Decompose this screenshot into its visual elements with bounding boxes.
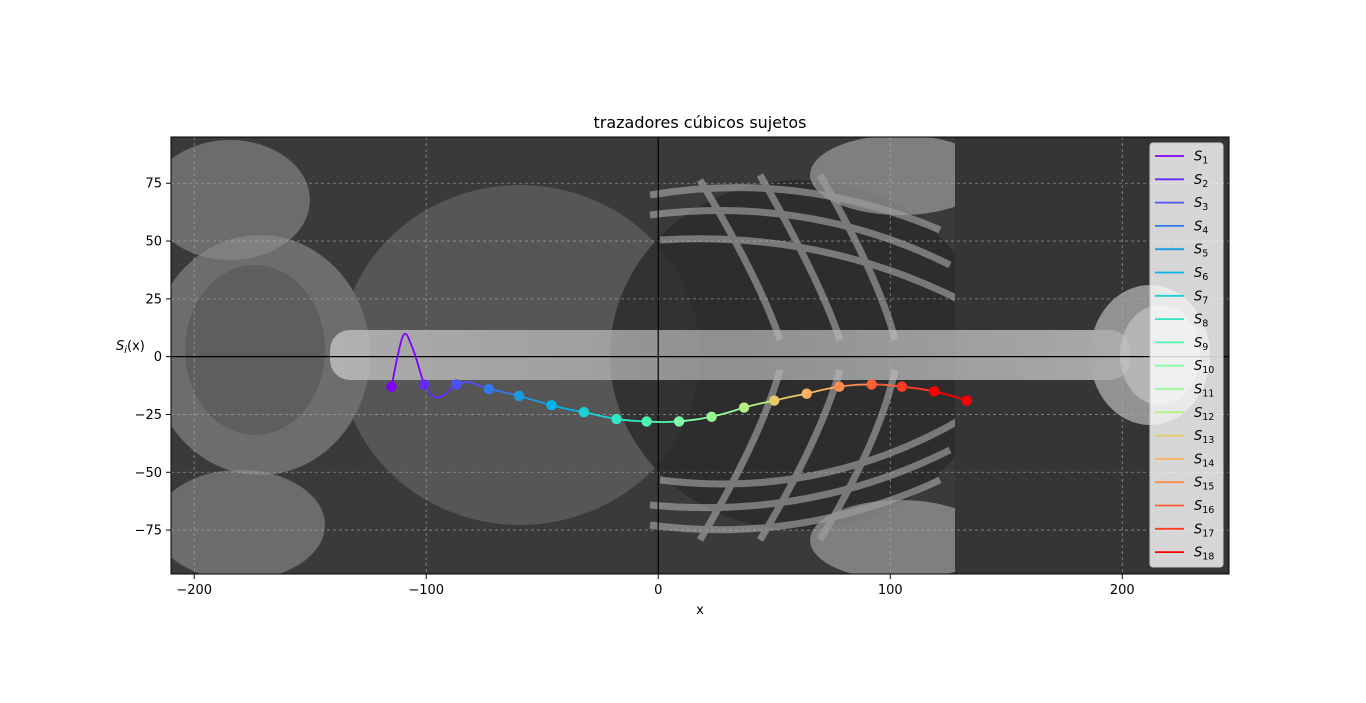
legend-label: S15 bbox=[1194, 476, 1214, 493]
y-tick-label: 50 bbox=[145, 235, 162, 250]
legend-label: S3 bbox=[1194, 196, 1208, 213]
legend-label: S11 bbox=[1194, 383, 1214, 400]
y-axis-label-sub: i bbox=[124, 345, 127, 356]
legend-entry-s2: S2 bbox=[1155, 173, 1208, 190]
legend-entry-s7: S7 bbox=[1155, 289, 1208, 306]
knot-point bbox=[866, 379, 877, 390]
legend-box bbox=[1149, 142, 1224, 568]
knot-point bbox=[546, 400, 557, 411]
legend-entry-s13: S13 bbox=[1155, 429, 1214, 446]
knot-point bbox=[801, 388, 812, 399]
x-tick-label: −100 bbox=[408, 583, 444, 598]
y-axis-label: Si(x) bbox=[116, 339, 145, 356]
knot-point bbox=[769, 395, 780, 406]
legend-entry-s14: S14 bbox=[1155, 452, 1214, 469]
y-tick-label: 0 bbox=[154, 350, 162, 365]
legend-entry-s17: S17 bbox=[1155, 522, 1214, 539]
knot-point bbox=[386, 381, 397, 392]
x-tick-label: 100 bbox=[878, 583, 903, 598]
xray-background bbox=[171, 137, 1229, 574]
legend-entry-s8: S8 bbox=[1155, 313, 1208, 330]
legend-label: S12 bbox=[1194, 406, 1214, 423]
knot-point bbox=[896, 381, 908, 392]
y-axis-ticks: 75 50 25 0 −25 −50 −75 bbox=[135, 177, 171, 539]
legend-entry-s12: S12 bbox=[1155, 406, 1214, 423]
legend-label: S17 bbox=[1194, 522, 1214, 539]
x-axis-label: x bbox=[696, 603, 704, 618]
legend-label: S14 bbox=[1194, 452, 1214, 469]
legend-entry-s18: S18 bbox=[1155, 546, 1214, 563]
knot-point bbox=[641, 416, 652, 427]
legend-label: S18 bbox=[1194, 546, 1214, 563]
y-tick-label: −50 bbox=[135, 466, 162, 481]
legend-label: S10 bbox=[1194, 359, 1214, 376]
legend-label: S8 bbox=[1194, 313, 1208, 330]
knot-point bbox=[578, 406, 590, 418]
knot-point bbox=[483, 383, 495, 395]
legend-entry-s15: S15 bbox=[1155, 476, 1214, 493]
x-axis-ticks: −200 −100 0 100 200 bbox=[176, 574, 1135, 598]
knot-point bbox=[929, 386, 940, 397]
knot-point bbox=[673, 416, 685, 427]
legend-label: S4 bbox=[1194, 219, 1208, 236]
legend-entry-s4: S4 bbox=[1155, 219, 1208, 236]
x-tick-label: 200 bbox=[1110, 583, 1135, 598]
legend-entry-s11: S11 bbox=[1155, 383, 1214, 400]
legend-entry-s5: S5 bbox=[1155, 243, 1208, 260]
y-tick-label: −25 bbox=[135, 408, 162, 423]
series-line-s2 bbox=[423, 383, 457, 399]
zero-axis-lines bbox=[171, 137, 1229, 574]
legend-label: S2 bbox=[1194, 173, 1208, 190]
legend-entry-s9: S9 bbox=[1155, 336, 1208, 353]
y-tick-label: 75 bbox=[145, 177, 162, 192]
legend-entry-s16: S16 bbox=[1155, 499, 1214, 516]
knot-point bbox=[706, 411, 717, 422]
legend-label: S1 bbox=[1194, 150, 1208, 167]
legend-label: S9 bbox=[1194, 336, 1208, 353]
y-tick-label: 25 bbox=[145, 292, 162, 307]
y-axis-label-main: S bbox=[116, 339, 124, 354]
chart-title: trazadores cúbicos sujetos bbox=[593, 113, 806, 132]
knot-point bbox=[738, 402, 750, 413]
y-axis-label-tail: (x) bbox=[127, 339, 145, 354]
legend-label: S16 bbox=[1194, 499, 1214, 516]
legend-entry-s10: S10 bbox=[1155, 359, 1214, 376]
knot-point bbox=[961, 395, 973, 406]
y-tick-label: −75 bbox=[135, 524, 162, 539]
legend-entry-s3: S3 bbox=[1155, 196, 1208, 213]
knot-point bbox=[611, 413, 622, 425]
knot-point bbox=[513, 390, 525, 402]
legend-label: S13 bbox=[1194, 429, 1214, 446]
legend-entry-s6: S6 bbox=[1155, 266, 1208, 283]
series-line-s1 bbox=[390, 332, 425, 387]
legend-entry-s1: S1 bbox=[1155, 150, 1208, 167]
x-tick-label: 0 bbox=[654, 583, 662, 598]
legend-label: S7 bbox=[1194, 289, 1208, 306]
x-tick-label: −200 bbox=[176, 583, 212, 598]
legend-label: S5 bbox=[1194, 243, 1208, 260]
knot-point bbox=[451, 379, 462, 390]
legend-label: S6 bbox=[1194, 266, 1208, 283]
knot-point bbox=[834, 381, 845, 392]
axes-frame bbox=[170, 136, 1230, 575]
knot-markers bbox=[386, 379, 973, 427]
knot-point bbox=[418, 379, 430, 390]
legend: S1 S2 S3 S4 S5 S6 S7 S8 S9 S10 S11 S12 S13 S14 S15 S16 S… bbox=[1149, 142, 1224, 568]
